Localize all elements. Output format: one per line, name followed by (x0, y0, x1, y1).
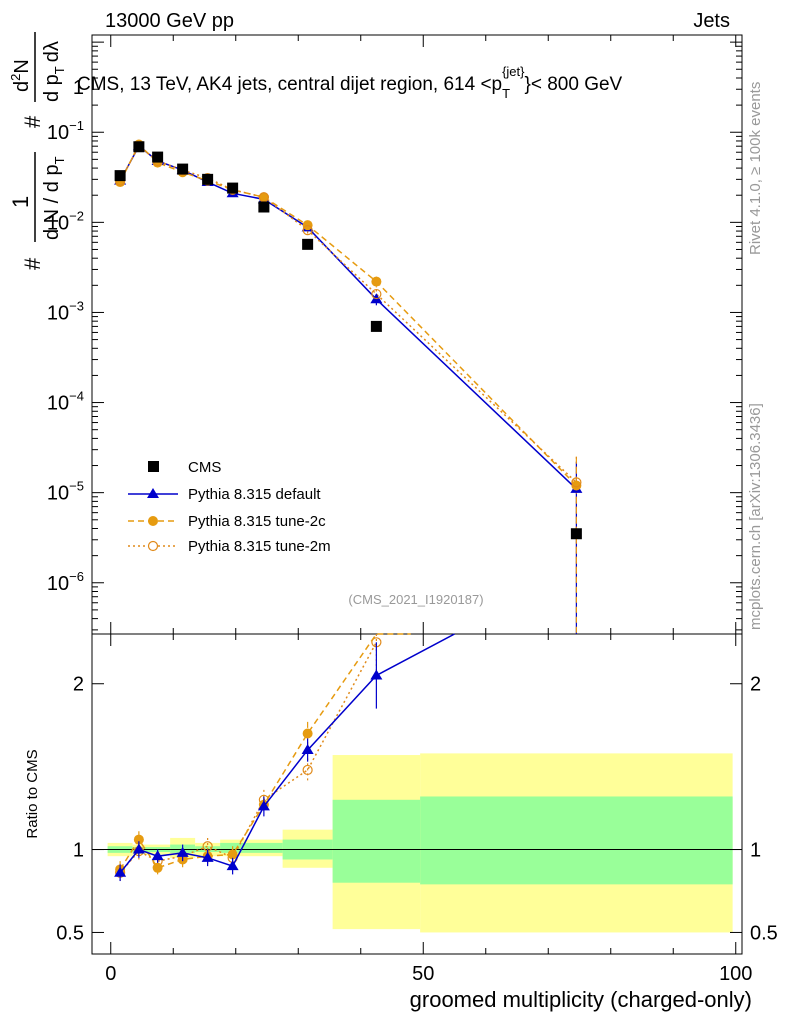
ratio-point-default (114, 866, 127, 877)
legend-label-cms: CMS (188, 459, 221, 476)
ratio-point-default (257, 800, 270, 811)
point-cms (570, 528, 582, 540)
main-ytick-label-5: 10−6 (47, 569, 84, 595)
ratio-ytick-label-right-1: 1 (750, 840, 761, 862)
header-left: 13000 GeV pp (105, 10, 234, 32)
x-tick-label-2: 100 (719, 963, 752, 985)
ratio-tick-labels: 2 2 1 1 0.5 0.5 (56, 674, 778, 945)
legend-label-tune2c: Pythia 8.315 tune-2c (188, 513, 326, 530)
main-ytick-labels: 10−1 10−2 10−3 10−4 10−5 10−6 (47, 118, 84, 595)
axis-ticks (92, 35, 742, 954)
ratio-line-tune2c (119, 633, 411, 870)
band-green-6 (332, 799, 421, 883)
ratio-line-default (119, 633, 455, 874)
legend-label-tune2m: Pythia 8.315 tune-2m (188, 538, 331, 555)
ratio-point-default (226, 860, 239, 871)
point-cms (133, 141, 145, 153)
x-axis-label: groomed multiplicity (charged-only) (410, 987, 752, 1012)
ylabel-d2n: d2N (8, 59, 33, 92)
ratio-ytick-label-right-2: 0.5 (750, 922, 778, 944)
point-cms (302, 238, 314, 250)
chart-series (114, 139, 583, 882)
point-cms (152, 151, 164, 163)
ratio-point-default (176, 846, 189, 857)
point-tune2m (302, 225, 313, 236)
legend-marker-default (147, 488, 159, 498)
ratio-ytick-label-left-2: 0.5 (56, 922, 84, 944)
point-cms (258, 201, 270, 213)
x-tick-label-1: 50 (412, 963, 434, 985)
main-ytick-label-3: 10−4 (47, 389, 84, 415)
main-ytick-label-0: 10−1 (47, 118, 84, 144)
point-cms (202, 173, 214, 185)
plot-title: CMS, 13 TeV, AK4 jets, central dijet reg… (77, 64, 623, 101)
series-line-tune2m (119, 145, 577, 483)
ratio-point-tune2c (152, 862, 163, 873)
x-tick-label-0: 0 (105, 963, 116, 985)
ratio-uncertainty-bands (92, 753, 742, 933)
legend-marker-tune2c (148, 516, 158, 526)
ylabel-dn-dpt: d N / d pT (41, 156, 67, 240)
header-right: Jets (693, 10, 730, 32)
point-tune2m (371, 288, 382, 300)
point-tune2m (571, 477, 582, 488)
band-green-7 (420, 796, 733, 885)
main-ytick-label-4: 10−5 (47, 479, 84, 505)
ratio-ytick-label-left-1: 1 (73, 840, 84, 862)
ratio-point-default (370, 669, 383, 680)
plot-frames (91, 34, 743, 955)
ratio-point-default (151, 850, 164, 861)
point-cms (177, 163, 189, 175)
mcplots-credit: mcplots.cern.ch [arXiv:1306.3436] (747, 403, 764, 630)
legend-label-default: Pythia 8.315 default (188, 486, 321, 503)
plot-title-tail: }< 800 GeV (525, 74, 623, 95)
legend-marker-cms (148, 461, 159, 472)
ratio-point-tune2c (302, 728, 313, 739)
ylabel-hash: # (20, 257, 45, 270)
main-ytick-label-2: 10−3 (47, 298, 84, 324)
ratio-point-tune2m (302, 764, 313, 776)
legend: CMS Pythia 8.315 default Pythia 8.315 tu… (128, 459, 331, 555)
x-tick-labels: 0 50 100 (105, 963, 752, 985)
point-tune2c (571, 480, 582, 491)
ratio-point-default (132, 843, 145, 854)
ratio-point-default (201, 851, 214, 862)
point-cms (370, 320, 382, 332)
band-green-4 (220, 842, 283, 853)
ratio-ylabel: Ratio to CMS (24, 749, 41, 838)
plot-title-main: CMS, 13 TeV, AK4 jets, central dijet reg… (77, 74, 502, 95)
series-line-default (119, 145, 577, 490)
legend-marker-tune2m (147, 540, 159, 552)
ylabel-dpt-dl: d pTdλ (41, 41, 67, 102)
main-ylabel: # 1 d N / d pT # d2N d pTdλ (8, 32, 67, 270)
point-tune2c (258, 192, 269, 203)
point-cms (114, 170, 126, 182)
analysis-id: (CMS_2021_I1920187) (348, 592, 483, 607)
point-tune2c (371, 276, 382, 287)
ratio-point-tune2c (133, 834, 144, 845)
point-cms (227, 182, 239, 194)
ratio-point-default (301, 744, 314, 755)
ratio-panel-frame (91, 633, 743, 955)
main-ytick-label-1: 10−2 (47, 208, 84, 234)
ratio-point-tune2c (227, 849, 238, 860)
main-ytick-label-1: 1 (73, 77, 84, 99)
ylabel-one: 1 (8, 196, 33, 208)
series-line-tune2c (119, 143, 577, 487)
ratio-line-tune2m (119, 641, 378, 874)
ratio-ytick-label-right-0: 2 (750, 674, 761, 696)
plot-title-sub: T (502, 86, 510, 101)
plot-title-sup: {jet} (502, 64, 525, 79)
ratio-ytick-label-left-0: 2 (73, 674, 84, 696)
ylabel-hash2: # (20, 115, 45, 128)
rivet-version: Rivet 4.1.0, ≥ 100k events (747, 82, 764, 255)
